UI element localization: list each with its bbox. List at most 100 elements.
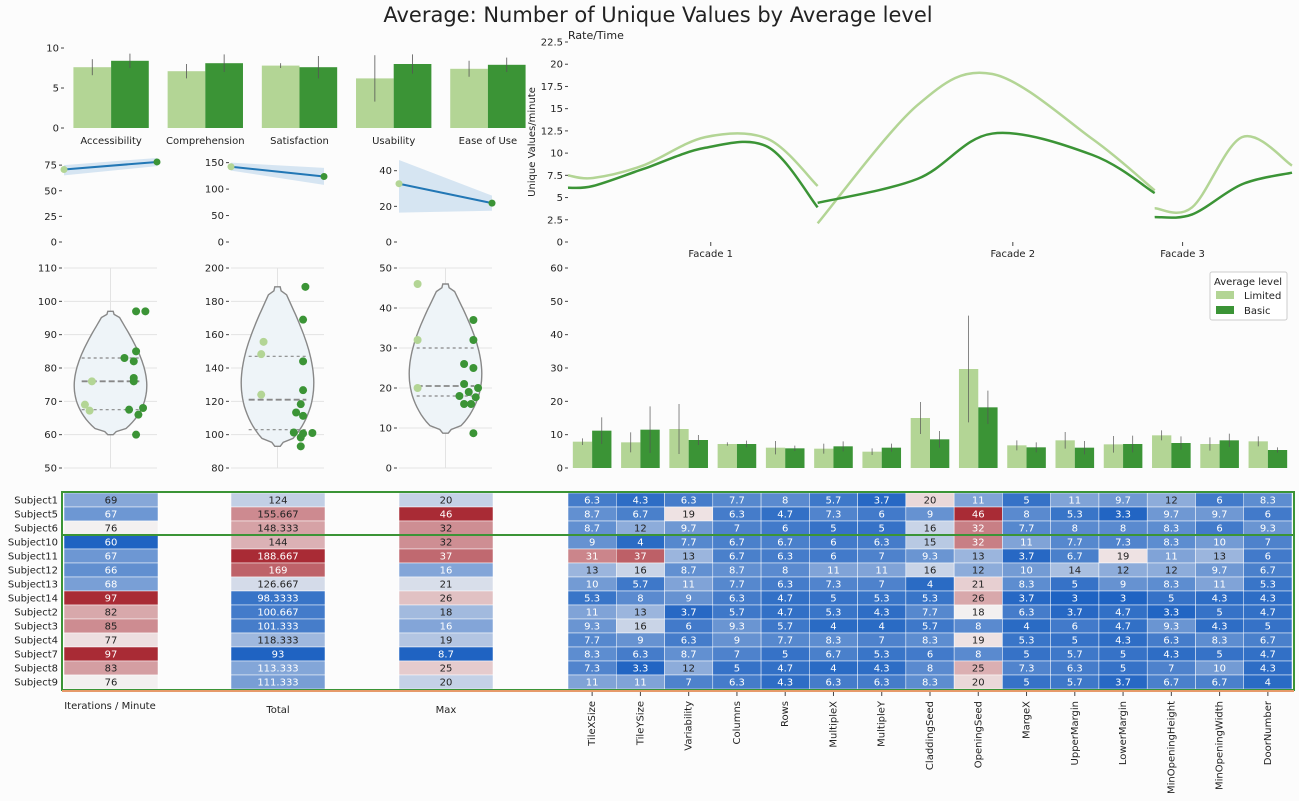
regression-y-tick-label: 50 <box>44 186 57 197</box>
regression-confidence-band <box>399 160 492 213</box>
iterations-cell-value: 69 <box>105 496 118 507</box>
param-bar-basic <box>833 446 853 468</box>
param-cell-value: 4.3 <box>1115 636 1131 647</box>
violin-y-tick-label: 60 <box>44 430 57 441</box>
regression-y-tick-label: 75 <box>44 161 57 172</box>
param-cell-value: 9.3 <box>1163 622 1179 633</box>
total-cell-value: 126.667 <box>257 580 298 591</box>
param-cell-value: 6.3 <box>874 678 890 689</box>
param-cell-value: 6.3 <box>1163 636 1179 647</box>
param-cell-value: 32 <box>972 524 985 535</box>
param-cell-value: 10 <box>1213 538 1226 549</box>
violin-point-basic <box>141 307 150 316</box>
param-cell-value: 5.7 <box>1067 678 1083 689</box>
param-cell-value: 7.3 <box>584 664 600 675</box>
param-bar-basic <box>930 439 950 468</box>
regression-point <box>60 166 68 174</box>
param-cell-value: 6.7 <box>729 552 745 563</box>
param-cell-value: 9.3 <box>1260 524 1276 535</box>
param-cell-value: 7.3 <box>826 510 842 521</box>
iterations-cell-value: 68 <box>105 580 118 591</box>
param-cell-value: 9.7 <box>1212 566 1228 577</box>
param-cell-value: 12 <box>682 664 695 675</box>
violin-point-basic <box>132 347 141 356</box>
param-cell-value: 6 <box>830 538 836 549</box>
violin-point-limited <box>257 350 266 359</box>
param-cell-value: 6 <box>927 650 933 661</box>
regression-point <box>227 163 235 171</box>
regression-confidence-band <box>231 162 324 185</box>
param-column-label: MinOpeningHeight <box>1166 701 1177 794</box>
param-cell-value: 5 <box>734 664 740 675</box>
param-cell-value: 6 <box>879 510 885 521</box>
rate-y-tick-label: 22.5 <box>541 38 563 49</box>
param-cell-value: 10 <box>586 580 599 591</box>
param-cell-value: 4.3 <box>1260 664 1276 675</box>
param-bar-basic <box>1267 450 1288 468</box>
param-cell-value: 5 <box>1120 664 1126 675</box>
total-cell-value: 188.667 <box>257 552 298 563</box>
violin-y-tick-label: 80 <box>44 364 57 375</box>
param-cell-value: 25 <box>972 664 985 675</box>
param-column-label: Variability <box>684 701 695 751</box>
param-bar-limited <box>1200 444 1220 468</box>
max-cell-value: 21 <box>440 580 453 591</box>
param-column-label: Rows <box>780 701 791 727</box>
param-cell-value: 8.3 <box>922 636 938 647</box>
param-column-label: UpperMargin <box>1070 701 1081 765</box>
param-cell-value: 3.7 <box>681 608 697 619</box>
rate-y-tick-label: 20 <box>550 60 563 71</box>
param-cell-value: 3.7 <box>1115 678 1131 689</box>
regression-y-tick-label: 0 <box>386 238 392 249</box>
param-cell-value: 3.7 <box>1067 608 1083 619</box>
violin-point-basic <box>125 405 134 414</box>
param-cell-value: 5 <box>1216 608 1222 619</box>
violin-point-limited <box>413 336 422 344</box>
param-cell-value: 19 <box>682 510 695 521</box>
param-cell-value: 12 <box>634 524 647 535</box>
param-cell-value: 5 <box>1072 636 1078 647</box>
summary-column-label: Total <box>265 705 289 716</box>
param-cell-value: 4.7 <box>777 664 793 675</box>
survey-y-tick-label: 0 <box>53 124 59 135</box>
param-cell-value: 13 <box>972 552 985 563</box>
param-cell-value: 9 <box>685 594 691 605</box>
survey-bar <box>393 64 432 128</box>
param-bar-limited <box>621 442 641 468</box>
param-cell-value: 5 <box>1120 650 1126 661</box>
param-cell-value: 11 <box>586 678 599 689</box>
param-cell-value: 16 <box>634 622 647 633</box>
param-cell-value: 4.7 <box>777 510 793 521</box>
param-cell-value: 15 <box>924 538 937 549</box>
param-cell-value: 8 <box>782 496 788 507</box>
rate-category-label: Facade 2 <box>991 249 1036 260</box>
param-cell-value: 5.7 <box>729 608 745 619</box>
violin-body <box>240 286 315 447</box>
survey-bar <box>450 68 488 128</box>
survey-bar-chart: 0 5 10 Accessibility Comprehension Satisfacti… <box>46 44 526 147</box>
violin-point-basic <box>139 404 148 412</box>
violin-point-limited <box>257 390 266 399</box>
param-cell-value: 4 <box>927 580 933 591</box>
param-cell-value: 6 <box>1216 524 1222 535</box>
param-cell-value: 20 <box>972 678 985 689</box>
rate-y-tick-label: 7.5 <box>547 171 563 182</box>
violin-point-basic <box>455 392 464 400</box>
violin-point-basic <box>467 400 476 408</box>
param-cell-value: 10 <box>1020 566 1033 577</box>
param-cell-value: 8 <box>1072 524 1078 535</box>
param-bar-basic <box>1123 444 1143 468</box>
param-column-label: MultipleX <box>828 701 839 748</box>
survey-bar <box>111 60 149 128</box>
rate-line-basic <box>1154 171 1293 219</box>
param-cell-value: 11 <box>875 566 888 577</box>
param-cell-value: 3.7 <box>874 496 890 507</box>
param-cell-value: 8.3 <box>1163 538 1179 549</box>
param-cell-value: 8.7 <box>584 510 600 521</box>
param-cell-value: 4.3 <box>777 678 793 689</box>
param-cell-value: 4.3 <box>1212 622 1228 633</box>
param-cell-value: 7.7 <box>922 608 938 619</box>
param-cell-value: 11 <box>972 496 985 507</box>
iterations-cell-value: 97 <box>105 594 118 605</box>
param-cell-value: 8.3 <box>826 636 842 647</box>
